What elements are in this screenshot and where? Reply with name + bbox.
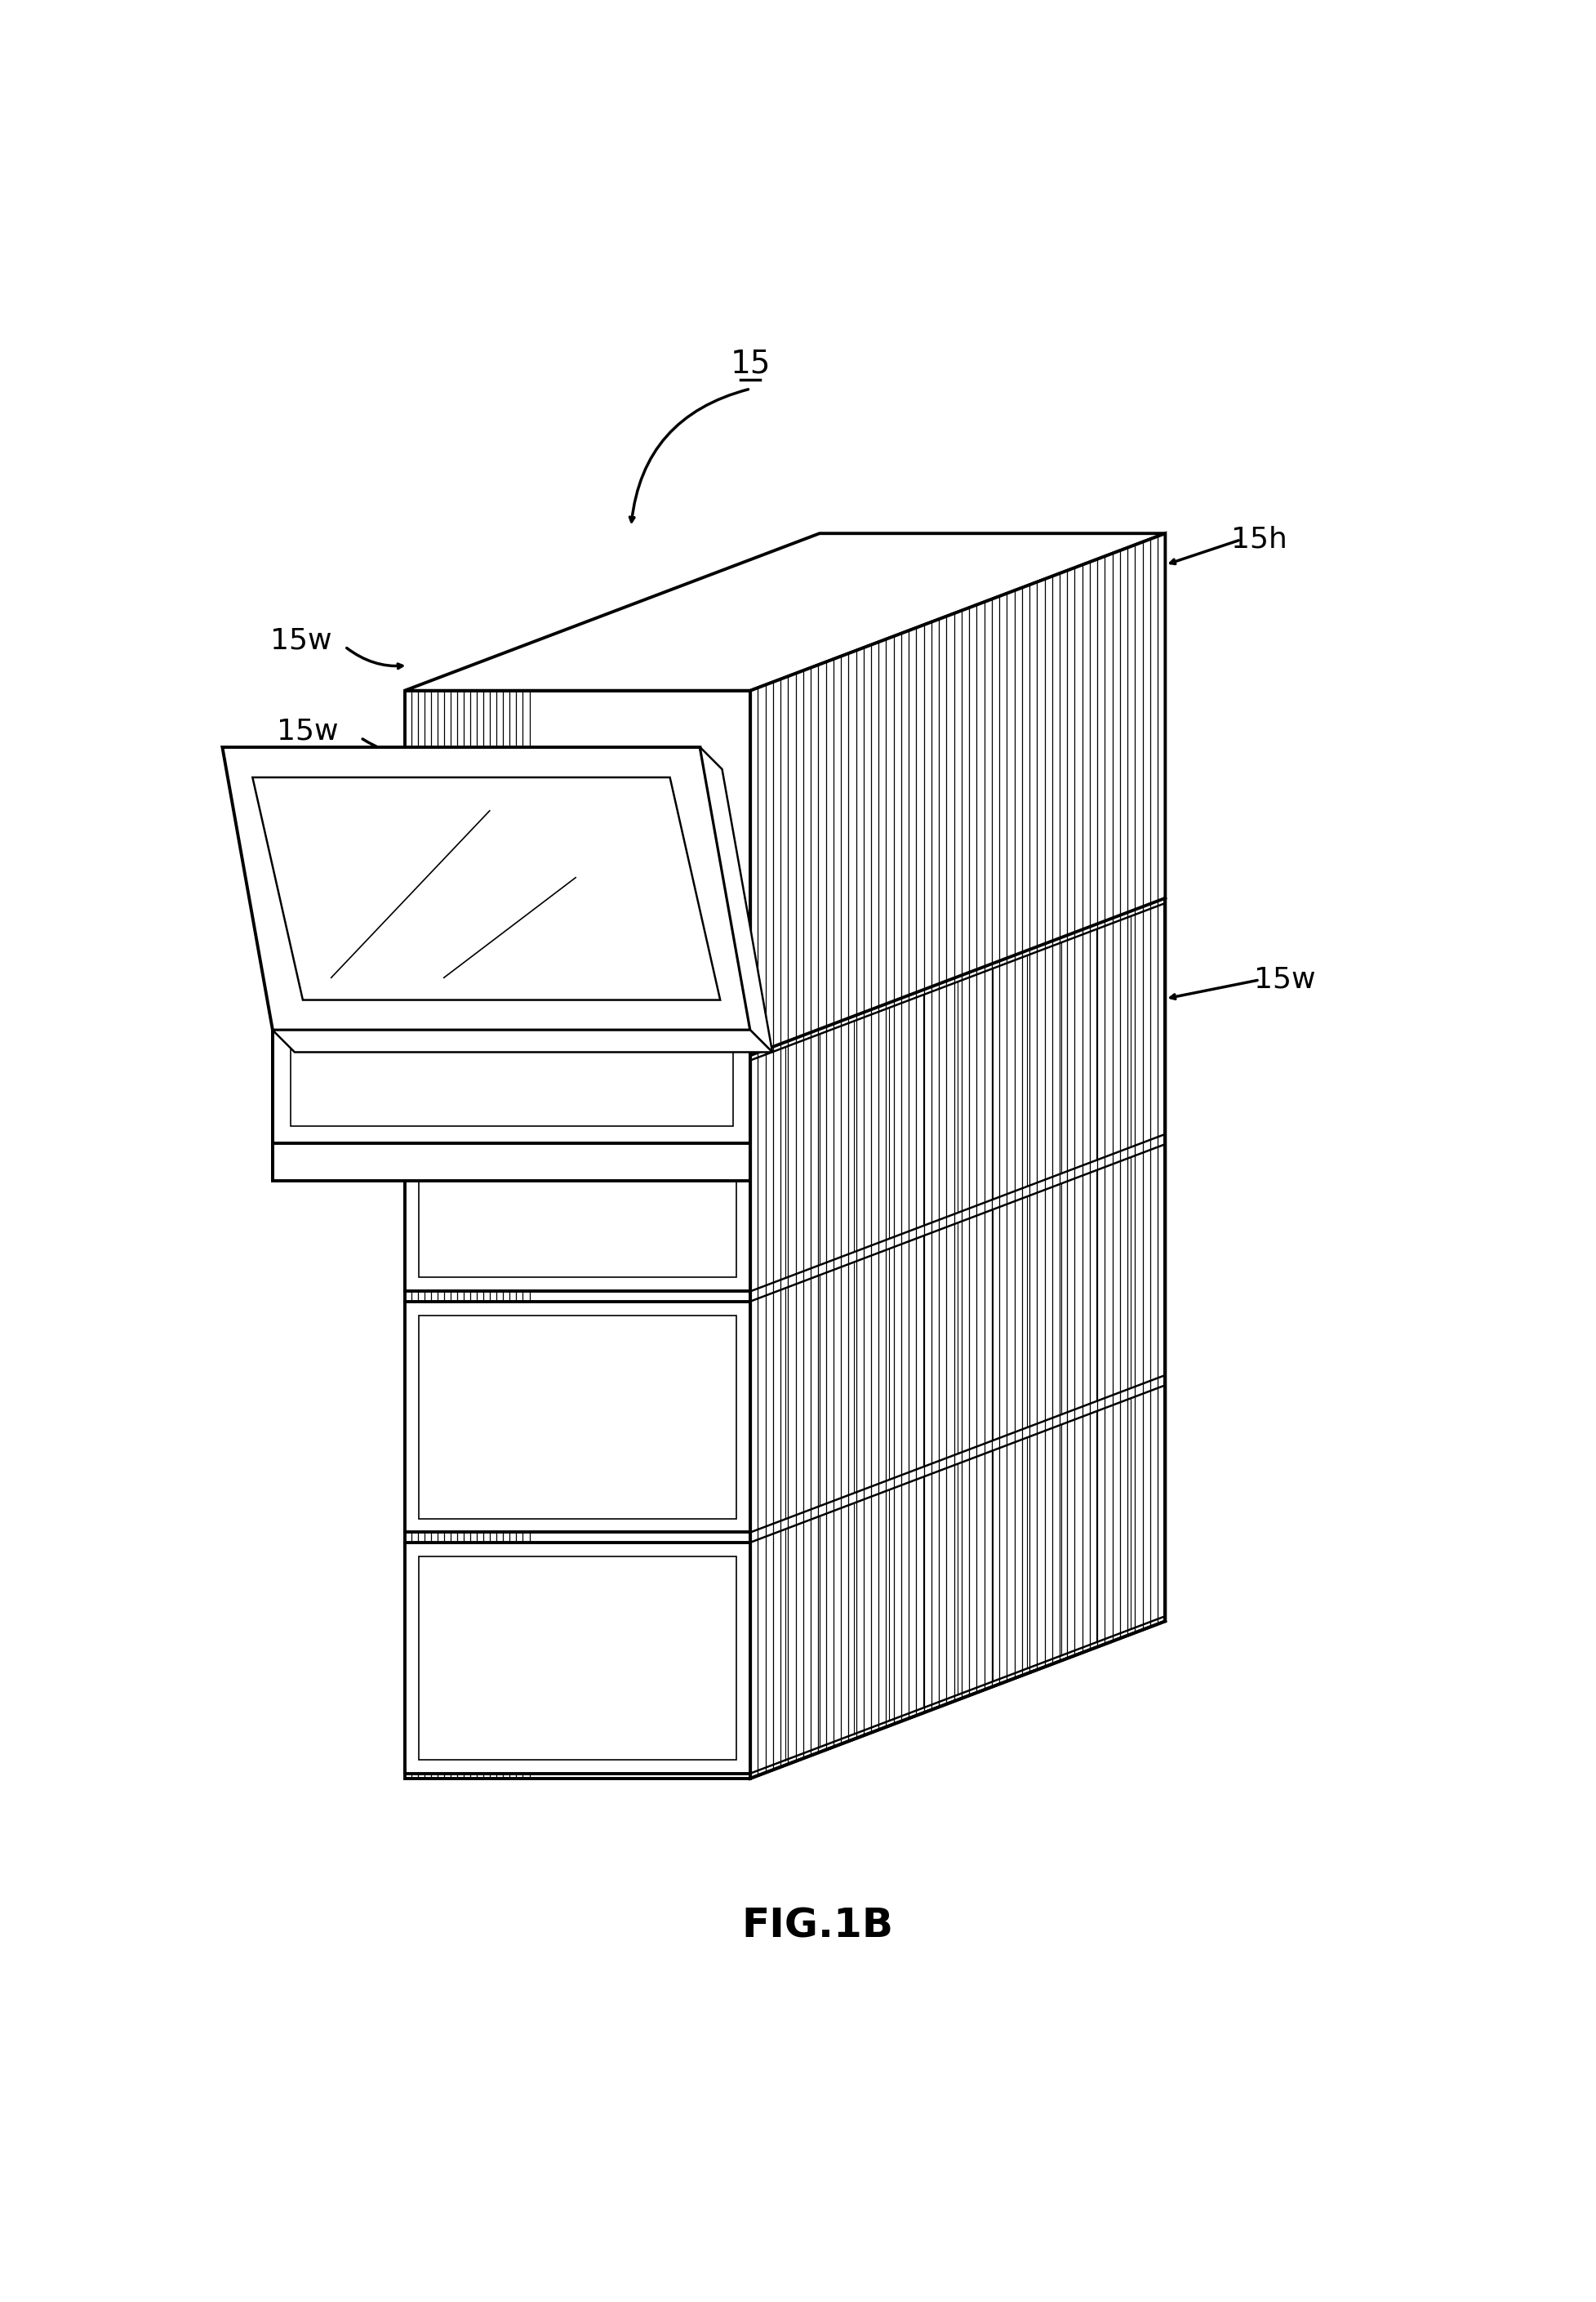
Polygon shape — [252, 778, 720, 999]
Polygon shape — [418, 1314, 736, 1519]
Polygon shape — [273, 1031, 772, 1052]
Polygon shape — [405, 1542, 750, 1773]
Polygon shape — [418, 1075, 736, 1278]
Polygon shape — [290, 1047, 733, 1126]
Polygon shape — [273, 1144, 750, 1181]
Text: FIG.1B: FIG.1B — [742, 1906, 894, 1945]
Polygon shape — [222, 748, 750, 1031]
Text: 17: 17 — [295, 808, 332, 836]
Text: 15w: 15w — [1254, 967, 1315, 994]
Text: 15w: 15w — [276, 718, 338, 746]
Polygon shape — [273, 1031, 750, 1144]
Text: 15w: 15w — [270, 626, 332, 654]
Polygon shape — [405, 1301, 750, 1533]
Polygon shape — [405, 534, 1165, 691]
Polygon shape — [701, 748, 772, 1052]
Text: 15: 15 — [729, 348, 771, 380]
Polygon shape — [750, 534, 1165, 1779]
Polygon shape — [405, 691, 750, 1779]
Polygon shape — [418, 1556, 736, 1759]
Text: 15h: 15h — [1232, 525, 1288, 552]
Polygon shape — [405, 1061, 750, 1291]
